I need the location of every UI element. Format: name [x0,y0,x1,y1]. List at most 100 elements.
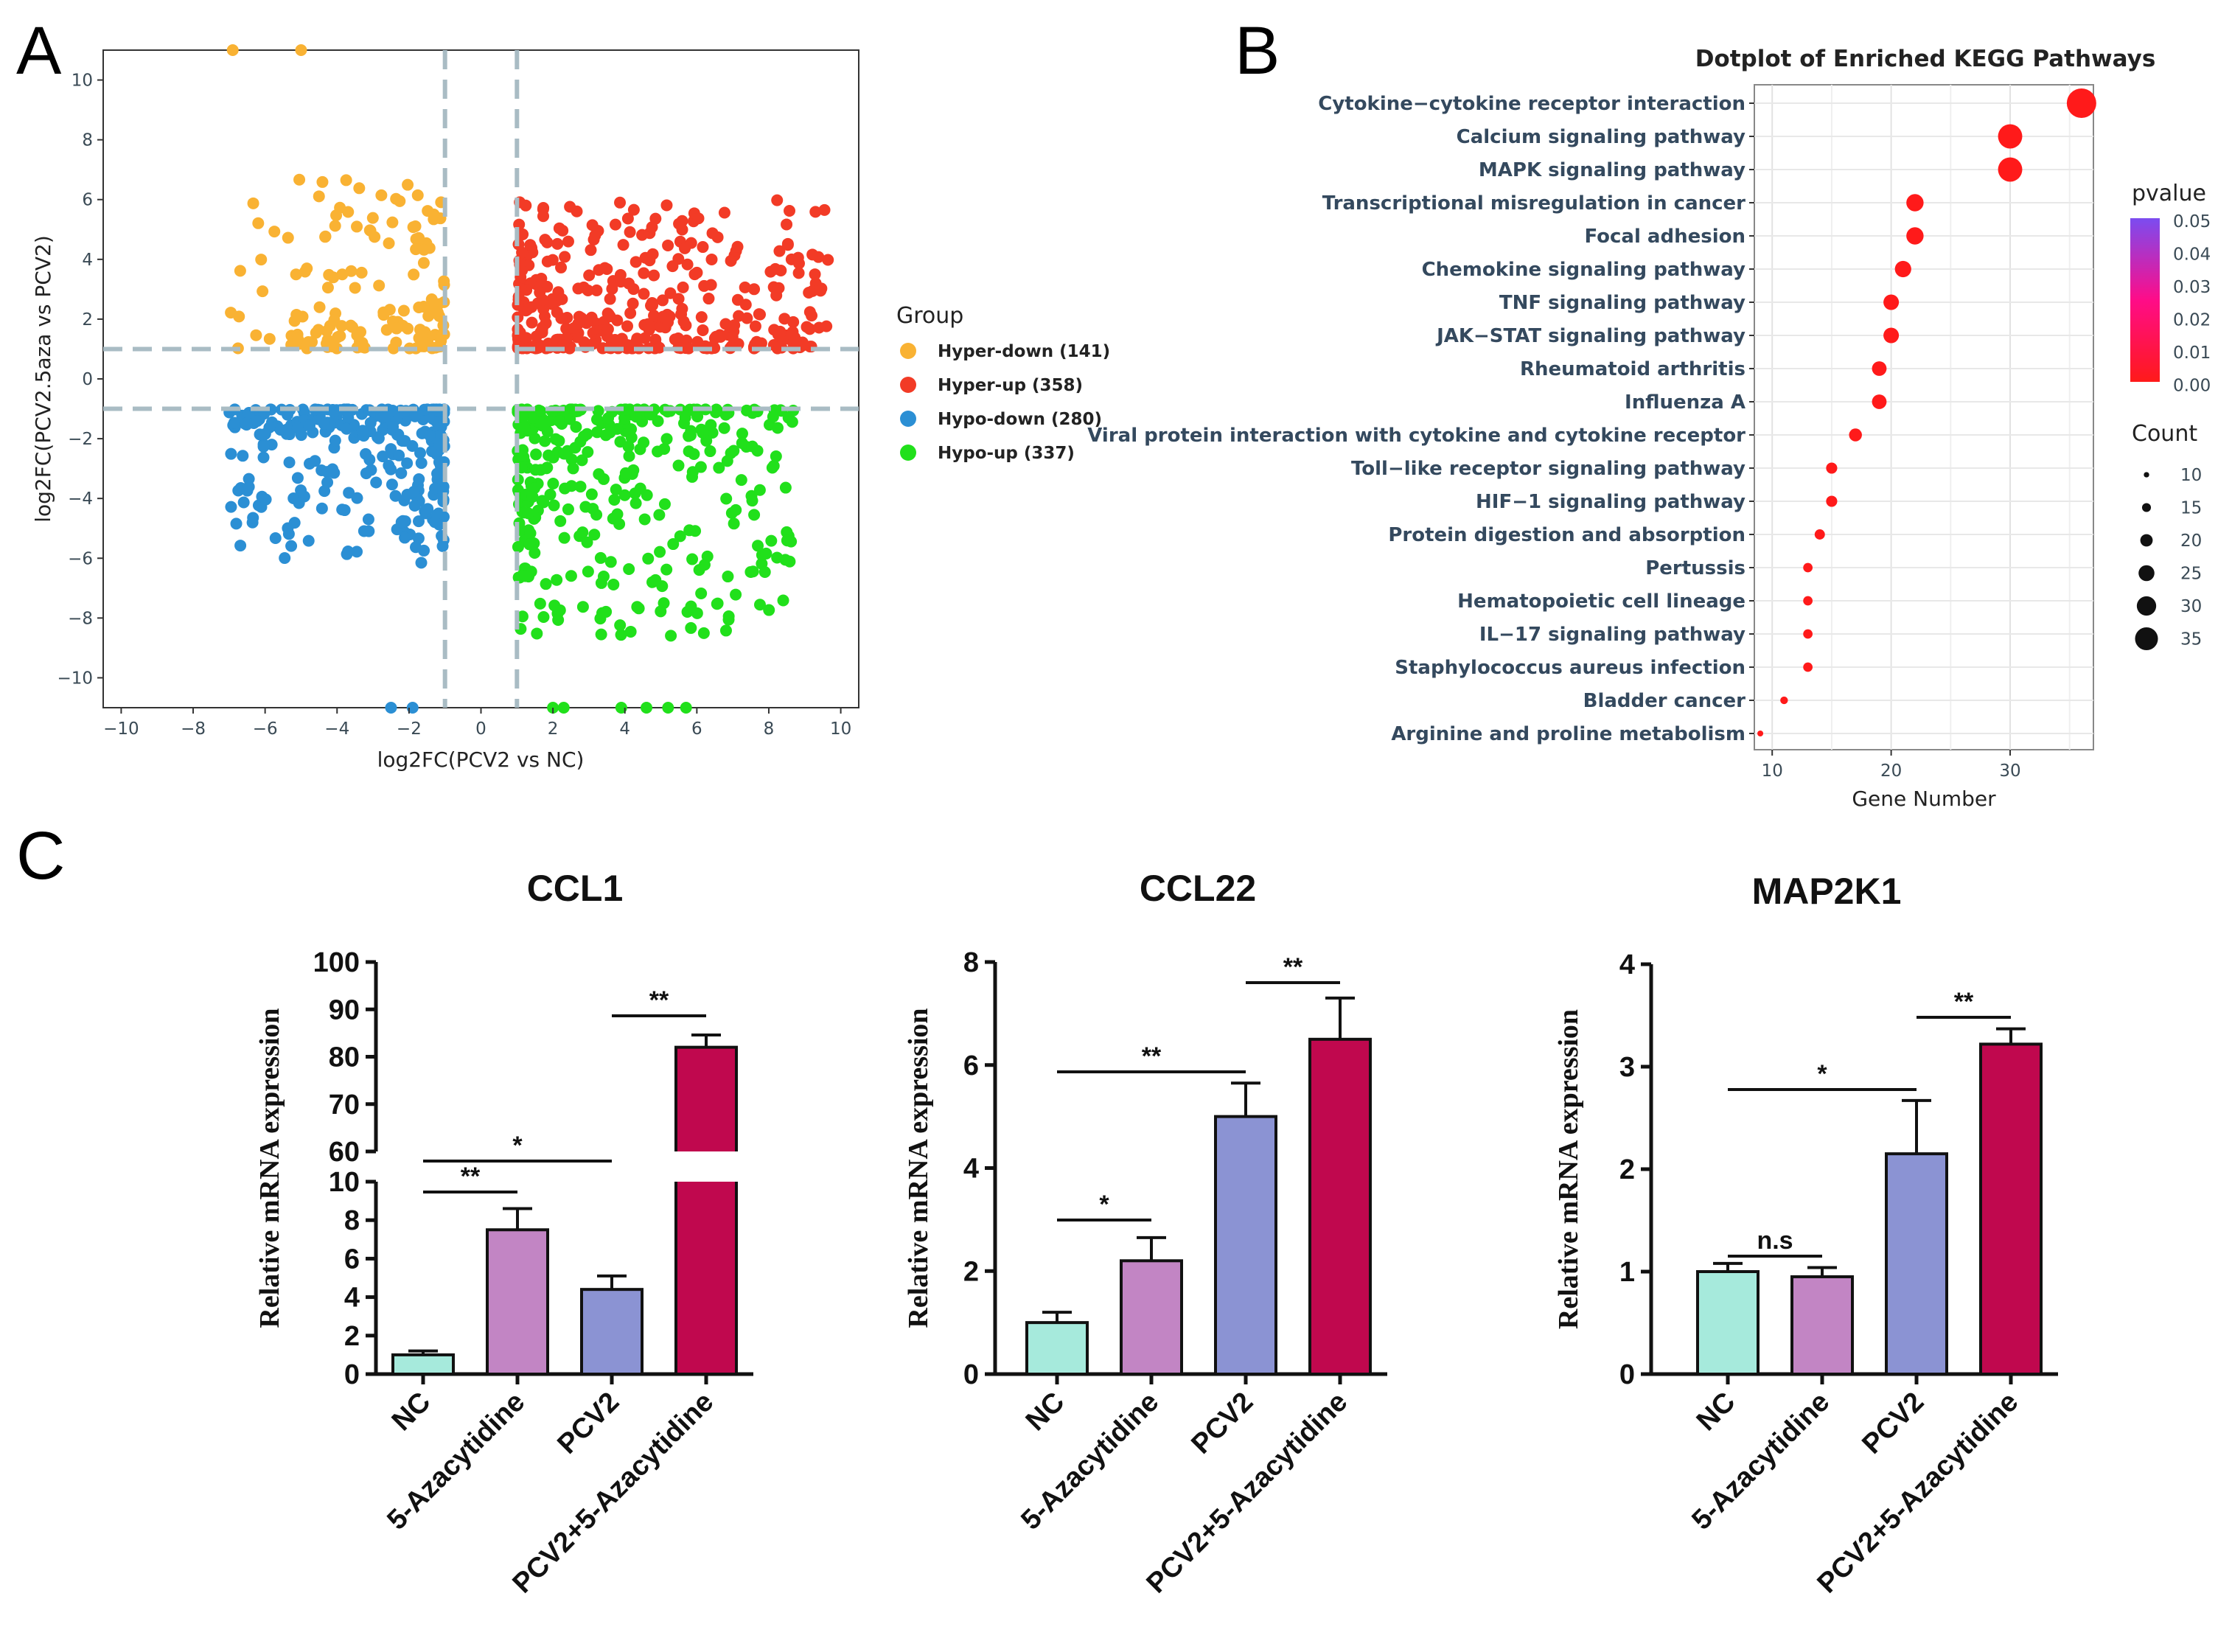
bar-pcv2-5-azacytidine [1979,1042,2043,1376]
data-point [537,496,550,509]
data-point [422,205,434,217]
data-point [259,493,272,506]
data-point [579,501,592,513]
count-marker [2135,627,2158,651]
data-point [746,495,758,507]
data-point [390,322,402,335]
data-point [684,429,697,442]
data-point [693,564,705,576]
data-point [232,484,245,497]
data-point [316,175,329,188]
data-point [638,267,650,279]
data-point [341,422,353,435]
data-point [818,203,831,216]
significance-label: * [1099,1191,1109,1219]
data-point [342,206,355,218]
data-point [813,321,826,334]
data-point [438,275,450,287]
data-point [749,320,761,332]
data-point [599,262,611,274]
data-point [615,629,627,641]
data-point [624,307,637,319]
y-tick-label: −6 [68,549,93,568]
data-point [747,565,759,578]
data-point [658,442,671,455]
data-point [410,541,422,554]
data-point [604,293,616,305]
data-point [380,324,393,336]
x-axis-label-a: log2FC(PCV2 vs NC) [377,747,585,772]
y-tick-label: 2 [963,1256,979,1287]
data-point [537,303,550,316]
data-point [602,412,615,425]
data-point [351,329,363,341]
y-tick-label: 0 [1619,1359,1635,1390]
data-point [318,417,330,430]
data-point [521,303,534,316]
data-point [594,551,607,564]
data-point [746,440,758,453]
data-point [237,496,250,509]
data-point [607,578,620,590]
data-point [809,206,822,218]
data-point [413,473,425,486]
data-point [523,538,536,551]
data-point [548,599,561,612]
data-point [531,627,543,640]
x-tick-label: PCV2 [1185,1387,1259,1460]
pathway-dot [1826,495,1838,507]
pathway-dot [1872,394,1887,409]
significance-label: ** [1283,953,1303,981]
y-axis-ticks: 10 8 6 4 2 0 −2 −4 −6 −8 −10 [57,72,103,688]
bar-nc [1025,1321,1089,1376]
kegg-dotplot: Dotplot of Enriched KEGG Pathways Cytoki… [1087,46,2211,811]
data-point [752,540,764,552]
data-point [739,281,751,293]
data-point [792,267,805,279]
pathway-dot [1883,327,1900,344]
data-point [772,328,784,341]
y-tick-label: 100 [313,947,360,978]
data-point [342,411,355,424]
data-point [660,199,673,212]
data-point [559,251,571,263]
y-tick-label: 90 [329,994,360,1025]
data-point [784,204,796,217]
data-point [557,224,569,237]
data-point [433,456,445,469]
data-point [411,189,424,201]
data-point [250,329,262,341]
data-point [686,553,699,565]
y-tick-label: 2 [1619,1154,1635,1185]
data-point [766,461,778,474]
y-tick-label: 0 [963,1359,979,1390]
data-point [390,336,402,349]
pvalue-legend-title: pvalue [2132,181,2206,206]
legend-label: Hyper-down (141) [938,342,1110,361]
data-point [303,419,315,432]
data-point [606,282,618,295]
data-point [529,482,541,495]
data-point [532,341,545,354]
data-point [624,625,637,638]
data-point [299,265,311,278]
data-point [571,331,584,344]
y-tick-label: 4 [82,251,93,270]
data-point [641,702,653,714]
data-point [683,524,696,537]
pathway-label: Transcriptional misregulation in cancer [1322,192,1746,215]
data-point [630,256,642,268]
y-tick-label: 10 [329,1167,360,1198]
data-point [638,513,651,526]
bar-nc [1696,1270,1760,1376]
data-point [251,415,264,428]
pathway-label: Rheumatoid arthritis [1520,358,1746,380]
data-point [692,212,705,225]
data-point [332,331,344,344]
data-point [625,423,638,436]
data-point [614,196,627,209]
data-point [781,237,794,250]
data-point [534,597,546,610]
data-point [291,422,304,434]
pathway-dot [1998,124,2023,149]
